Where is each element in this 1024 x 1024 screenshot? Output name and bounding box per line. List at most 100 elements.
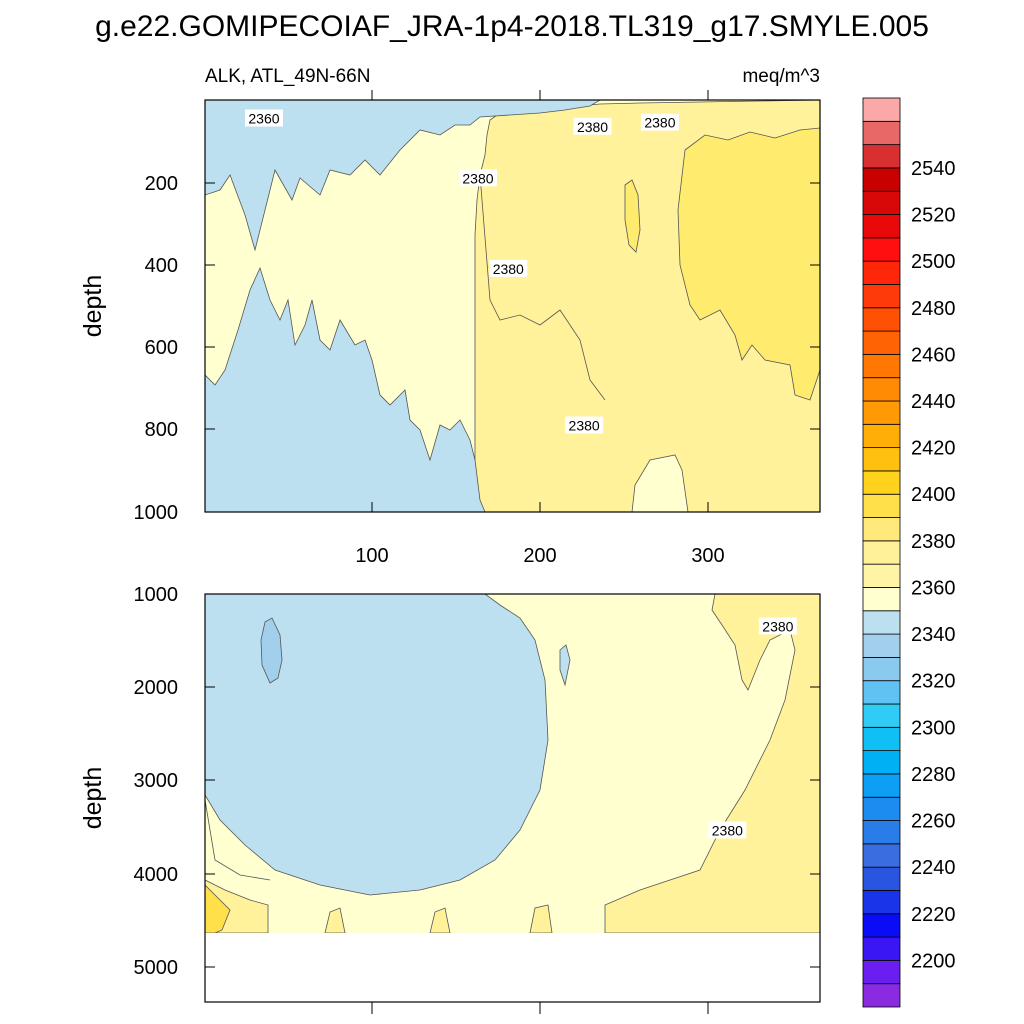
svg-text:2380: 2380 (493, 261, 524, 277)
y-tick-label: 800 (145, 419, 178, 441)
colorbar-swatch (862, 470, 901, 495)
bottom-fill-bump (529, 904, 553, 933)
y-tick-label: 200 (145, 173, 178, 195)
colorbar-swatch (862, 493, 901, 518)
top-fill-2360-2370 (205, 100, 601, 252)
contour-label: 2380 (458, 169, 497, 187)
colorbar-swatch (862, 423, 901, 449)
bottom-y-axis-label: depth (79, 767, 107, 830)
bottom-fill-bump (429, 907, 451, 933)
colorbar-label: 2440 (911, 391, 956, 413)
colorbar-swatch (862, 284, 901, 309)
colorbar-swatch (862, 144, 901, 169)
y-tick-label: 4000 (134, 864, 179, 886)
colorbar-swatch (862, 214, 901, 239)
colorbar-label: 2220 (911, 904, 956, 926)
top-contour-labels: 2360 2380 2380 2380 2380 2380 (244, 109, 679, 434)
svg-text:2360: 2360 (248, 111, 279, 127)
bottom-contour-fills (205, 594, 820, 933)
contour-label: 2380 (708, 821, 747, 839)
colorbar-swatch (862, 97, 901, 122)
bottom-fill-high (205, 884, 231, 933)
colorbar-swatch (862, 260, 901, 285)
chart-title: g.e22.GOMIPECOIAF_JRA-1p4-2018.TL319_g17… (95, 10, 929, 43)
colorbar-swatch (862, 353, 901, 379)
colorbar-swatch (862, 517, 901, 542)
top-fill-deep-2360-2370 (205, 266, 486, 512)
colorbar-swatch (862, 120, 901, 146)
contour-label: 2380 (565, 416, 604, 434)
colorbar-swatch (862, 913, 901, 938)
top-y-axis-label: depth (79, 275, 107, 338)
x-tick-label: 300 (691, 545, 724, 567)
y-tick-label: 1000 (134, 584, 179, 606)
top-panel: 200 400 600 800 1000 100 200 300 depth 2… (79, 90, 821, 567)
colorbar-label: 2500 (911, 251, 956, 273)
bottom-fill-bump (324, 907, 346, 933)
colorbar-label: 2380 (911, 531, 956, 553)
x-tick-label: 100 (355, 545, 388, 567)
colorbar-label: 2340 (911, 624, 956, 646)
contour-label: 2380 (489, 259, 528, 277)
bottom-ticks (205, 686, 820, 1014)
colorbar-swatch (862, 820, 901, 845)
colorbar-swatch (862, 610, 901, 635)
colorbar-label: 2320 (911, 671, 956, 693)
top-ticks (205, 90, 820, 512)
colorbar-swatch (862, 587, 901, 612)
bottom-y-tick-labels: 1000 2000 3000 4000 5000 (134, 584, 179, 979)
colorbar-swatch (862, 959, 901, 985)
colorbar: 2200 2220 2240 2260 2280 2300 2320 2340 2360 2380… (862, 97, 956, 1008)
bottom-fill-small-blob (559, 644, 571, 687)
y-tick-label: 2000 (134, 677, 179, 699)
colorbar-swatch (862, 167, 901, 192)
colorbar-label: 2200 (911, 950, 956, 972)
contour-label: 2360 (244, 109, 283, 127)
top-fill-2400-2410 (677, 127, 820, 401)
contour-label: 2380 (573, 117, 612, 135)
colorbar-swatch (862, 983, 901, 1008)
colorbar-swatch (862, 633, 901, 658)
colorbar-swatch (862, 726, 901, 752)
colorbar-label: 2280 (911, 764, 956, 786)
colorbar-swatch (862, 936, 901, 961)
top-fill-blob (624, 179, 641, 253)
svg-text:2380: 2380 (762, 618, 793, 634)
colorbar-swatch (862, 866, 901, 891)
colorbar-swatch (862, 400, 901, 425)
y-tick-label: 3000 (134, 770, 179, 792)
x-tick-label: 200 (523, 545, 556, 567)
colorbar-swatch (862, 750, 901, 775)
colorbar-swatch (862, 703, 901, 728)
colorbar-label: 2260 (911, 811, 956, 833)
variable-region-label: ALK, ATL_49N-66N (205, 66, 370, 87)
colorbar-swatch (862, 237, 901, 262)
colorbar-swatch (862, 563, 901, 588)
top-frame (204, 99, 821, 513)
colorbar-label: 2360 (911, 577, 956, 599)
bottom-fill-2390-2400 (604, 594, 820, 933)
colorbar-label: 2400 (911, 484, 956, 506)
y-tick-label: 400 (145, 255, 178, 277)
y-tick-label: 600 (145, 337, 178, 359)
colorbar-swatch (862, 540, 901, 565)
colorbar-label: 2240 (911, 857, 956, 879)
colorbar-label: 2460 (911, 344, 956, 366)
colorbar-swatch (862, 796, 901, 821)
svg-text:2380: 2380 (577, 119, 608, 135)
bottom-frame (204, 593, 821, 1003)
top-y-tick-labels: 200 400 600 800 1000 (134, 173, 179, 524)
y-tick-label: 1000 (134, 502, 179, 524)
top-contour-fills (205, 100, 820, 512)
colorbar-label: 2540 (911, 158, 956, 180)
top-x-tick-labels: 100 200 300 (355, 545, 724, 567)
top-contour-line (479, 174, 606, 401)
colorbar-swatch (862, 447, 901, 472)
y-tick-label: 5000 (134, 957, 179, 979)
colorbar-label: 2480 (911, 298, 956, 320)
colorbar-label: 2420 (911, 438, 956, 460)
bottom-fill-2350-2360 (260, 617, 283, 684)
svg-text:2380: 2380 (569, 417, 600, 433)
colorbar-swatch (862, 680, 901, 705)
